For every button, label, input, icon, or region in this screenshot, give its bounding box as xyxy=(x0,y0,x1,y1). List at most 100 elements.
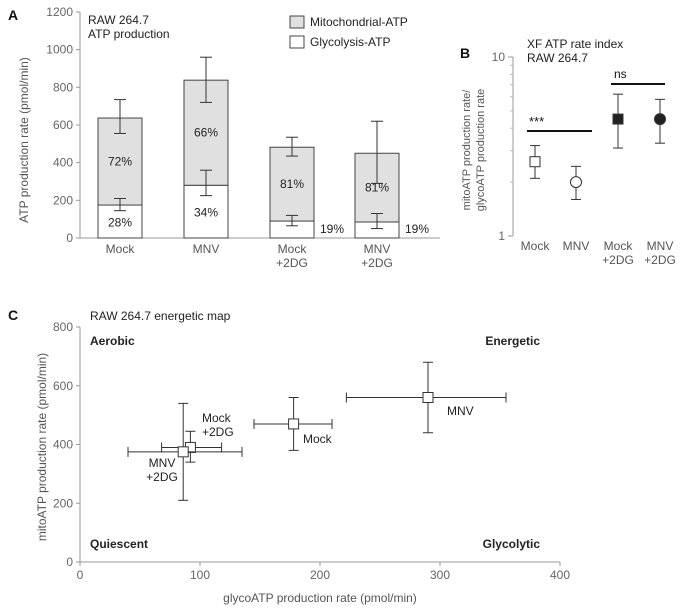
c-x-tick-label: 100 xyxy=(190,568,210,582)
panel-c-ylabel: mitoATP production rate (pmol/min) xyxy=(35,353,49,541)
a-errorbar-mitochondrial xyxy=(114,99,126,134)
panel-a-ylabel: ATP production rate (pmol/min) xyxy=(17,57,31,223)
a-y-tick-label: 800 xyxy=(53,80,73,94)
c-marker-square xyxy=(288,418,300,430)
panel-a-axes: 0 200 400 600 800 1000 1200 xyxy=(46,5,440,245)
panel-a-bars: 72% 28% Mock 66% 34% MNV 81% 19% Mock +2DG 81% 19% M… xyxy=(97,56,429,270)
panel-c: C RAW 264.7 energetic map mitoATP produc… xyxy=(8,307,570,605)
panel-c-xlabel: glycoATP production rate (pmol/min) xyxy=(223,591,417,605)
b-x-tick-label: Mock xyxy=(521,239,551,253)
a-errorbar-glycolysis xyxy=(114,197,126,212)
c-y-tick-label: 600 xyxy=(53,379,73,393)
b-x-tick-label: MNV xyxy=(563,239,590,253)
c-marker-square xyxy=(422,392,434,403)
a-y-tick-label: 0 xyxy=(66,231,73,245)
a-legend-label: Mitochondrial-ATP xyxy=(310,15,408,29)
b-sig-label-2: ns xyxy=(614,67,627,81)
panel-c-points: Mock MNV Mock +2DG MNV +2DG xyxy=(127,361,507,501)
b-x-tick-label: Mock +2DG xyxy=(602,239,634,267)
a-y-tick-label: 600 xyxy=(53,118,73,132)
a-x-tick-label: MNV xyxy=(193,242,220,256)
c-point: Mock +2DG xyxy=(161,411,234,463)
c-quadrant-label: Aerobic xyxy=(90,334,135,348)
a-pct-label-mitochondrial: 81% xyxy=(365,181,389,195)
panel-a-legend: Mitochondrial-ATP Glycolysis-ATP xyxy=(289,15,408,49)
a-legend-swatch xyxy=(289,35,305,49)
b-marker-square xyxy=(612,113,624,125)
a-errorbar-glycolysis xyxy=(200,169,212,197)
a-errorbar-mitochondrial xyxy=(200,56,212,103)
a-bar-mitochondrial xyxy=(269,146,315,222)
a-legend-swatch xyxy=(289,15,305,29)
a-pct-label-mitochondrial: 72% xyxy=(108,155,132,169)
panel-c-label: C xyxy=(8,307,18,323)
c-y-tick-label: 200 xyxy=(53,496,73,510)
panel-b: B mitoATP production rate/glycoATP produ… xyxy=(460,37,676,267)
c-point-label: Mock +2DG xyxy=(202,411,234,439)
a-legend-label: Glycolysis-ATP xyxy=(310,35,390,49)
panel-c-quadrants: Aerobic Energetic Quiescent Glycolytic xyxy=(90,334,540,551)
c-x-tick-label: 0 xyxy=(77,568,84,582)
panel-a-label: A xyxy=(8,7,18,23)
b-point: Mock +2DG xyxy=(602,93,634,267)
panel-b-ylabel: mitoATP production rate/glycoATP product… xyxy=(461,89,487,212)
a-x-tick-label: Mock +2DG xyxy=(276,242,308,270)
b-ylabel-line: mitoATP production rate/ xyxy=(461,89,473,211)
c-point: Mock xyxy=(253,397,333,451)
b-marker-circle xyxy=(654,113,666,126)
b-y-tick-label: 10 xyxy=(492,50,506,64)
c-point-label: Mock xyxy=(303,432,333,446)
panel-c-axes: 0 200 400 600 800 0 100 200 300 400 xyxy=(53,320,570,582)
c-x-tick-label: 400 xyxy=(550,568,570,582)
a-bar-group: 81% 19% Mock +2DG xyxy=(269,136,344,270)
a-pct-label-glycolysis: 19% xyxy=(320,222,344,236)
panel-a-title: RAW 264.7 ATP production xyxy=(88,13,170,41)
a-y-tick-label: 200 xyxy=(53,193,73,207)
a-y-tick-label: 1200 xyxy=(46,5,73,19)
c-point: MNV +2DG xyxy=(127,402,243,501)
a-pct-label-glycolysis: 34% xyxy=(194,206,218,220)
a-pct-label-mitochondrial: 66% xyxy=(194,126,218,140)
a-pct-label-mitochondrial: 81% xyxy=(280,177,304,191)
b-point: Mock xyxy=(521,145,551,253)
a-errorbar-mitochondrial xyxy=(371,120,383,184)
b-ylabel-line: glycoATP production rate xyxy=(475,89,487,212)
a-title-text: RAW 264.7 ATP production xyxy=(88,13,170,41)
c-point-label: MNV xyxy=(447,404,474,418)
a-x-tick-label: Mock xyxy=(106,242,136,256)
b-marker-square xyxy=(529,156,541,168)
c-y-tick-label: 400 xyxy=(53,438,73,452)
panel-a: A ATP production rate (pmol/min) RAW 264… xyxy=(8,5,440,270)
b-point: MNV xyxy=(563,165,590,253)
a-x-tick-label: MNV +2DG xyxy=(361,242,393,270)
a-bar-group: 81% 19% MNV +2DG xyxy=(354,120,429,270)
a-pct-label-glycolysis: 28% xyxy=(108,216,132,230)
panel-b-label: B xyxy=(460,45,470,61)
a-y-tick-label: 1000 xyxy=(46,43,73,57)
b-sig-label-1: *** xyxy=(529,114,544,129)
a-bar-group: 72% 28% Mock xyxy=(97,99,143,256)
panel-b-points: Mock MNV Mock +2DG MNV +2DG xyxy=(521,93,676,267)
c-quadrant-label: Energetic xyxy=(485,334,540,348)
c-y-tick-label: 800 xyxy=(53,320,73,334)
a-y-tick-label: 400 xyxy=(53,156,73,170)
c-y-tick-label: 0 xyxy=(66,555,73,569)
c-marker-square xyxy=(177,446,189,458)
b-marker-circle xyxy=(570,176,582,189)
b-y-tick-label: 1 xyxy=(498,229,505,243)
a-errorbar-glycolysis xyxy=(286,214,298,227)
panel-c-title: RAW 264.7 energetic map xyxy=(90,309,231,323)
a-bar-group: 66% 34% MNV xyxy=(183,56,229,256)
b-title-text: XF ATP rate index RAW 264.7 xyxy=(527,37,623,65)
b-x-tick-label: MNV +2DG xyxy=(644,239,676,267)
c-point: MNV xyxy=(345,361,507,434)
c-x-tick-label: 200 xyxy=(310,568,330,582)
c-quadrant-label: Glycolytic xyxy=(483,537,541,551)
a-errorbar-mitochondrial xyxy=(286,136,298,157)
a-errorbar-glycolysis xyxy=(371,213,383,230)
b-point: MNV +2DG xyxy=(644,98,676,267)
panel-b-axes: 1 10 xyxy=(492,50,514,243)
c-x-tick-label: 300 xyxy=(430,568,450,582)
panel-b-significance: *** ns xyxy=(527,67,665,132)
